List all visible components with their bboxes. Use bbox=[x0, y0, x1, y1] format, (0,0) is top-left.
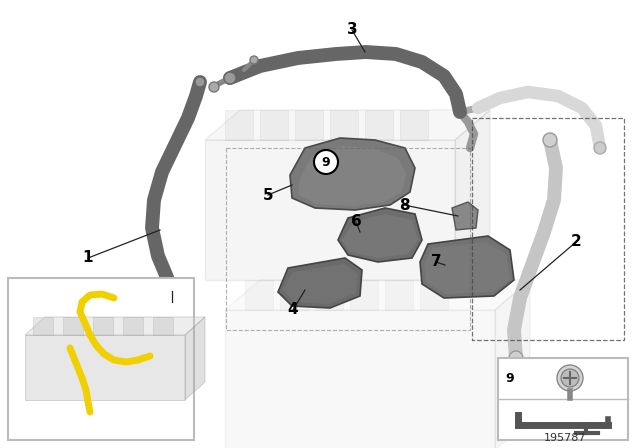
Text: 9: 9 bbox=[506, 372, 515, 385]
Circle shape bbox=[509, 351, 523, 365]
Polygon shape bbox=[25, 317, 205, 335]
Polygon shape bbox=[385, 280, 413, 310]
Polygon shape bbox=[225, 310, 495, 448]
Text: 1: 1 bbox=[83, 250, 93, 266]
Polygon shape bbox=[153, 317, 173, 335]
Text: 8: 8 bbox=[399, 198, 410, 212]
Polygon shape bbox=[123, 317, 143, 335]
Polygon shape bbox=[338, 208, 422, 262]
Polygon shape bbox=[205, 110, 490, 140]
Text: 4: 4 bbox=[288, 302, 298, 318]
Polygon shape bbox=[342, 214, 418, 258]
Text: 5: 5 bbox=[262, 188, 273, 202]
Polygon shape bbox=[260, 110, 288, 140]
Polygon shape bbox=[315, 280, 343, 310]
Polygon shape bbox=[420, 236, 514, 298]
Text: 3: 3 bbox=[347, 22, 357, 38]
Circle shape bbox=[314, 150, 338, 174]
Text: 7: 7 bbox=[431, 254, 442, 270]
Polygon shape bbox=[280, 280, 308, 310]
Circle shape bbox=[561, 369, 579, 387]
Polygon shape bbox=[452, 202, 478, 230]
Polygon shape bbox=[495, 280, 530, 448]
Polygon shape bbox=[278, 258, 362, 308]
Circle shape bbox=[166, 285, 178, 297]
Polygon shape bbox=[298, 146, 406, 206]
Polygon shape bbox=[185, 317, 205, 400]
Polygon shape bbox=[424, 242, 510, 294]
Polygon shape bbox=[63, 317, 83, 335]
Polygon shape bbox=[365, 110, 393, 140]
Polygon shape bbox=[330, 110, 358, 140]
Polygon shape bbox=[25, 335, 185, 400]
Circle shape bbox=[209, 82, 219, 92]
Text: 6: 6 bbox=[351, 215, 362, 229]
Polygon shape bbox=[93, 317, 113, 335]
Polygon shape bbox=[225, 110, 253, 140]
Circle shape bbox=[543, 133, 557, 147]
Text: 2: 2 bbox=[571, 234, 581, 250]
Circle shape bbox=[195, 77, 205, 87]
Polygon shape bbox=[290, 138, 415, 210]
Polygon shape bbox=[33, 317, 53, 335]
Circle shape bbox=[557, 365, 583, 391]
Polygon shape bbox=[225, 280, 530, 310]
Polygon shape bbox=[245, 280, 273, 310]
Polygon shape bbox=[420, 280, 448, 310]
Text: 195787: 195787 bbox=[544, 433, 586, 443]
Circle shape bbox=[594, 142, 606, 154]
Polygon shape bbox=[205, 140, 455, 280]
Polygon shape bbox=[282, 264, 358, 304]
Polygon shape bbox=[400, 110, 428, 140]
Circle shape bbox=[224, 72, 236, 84]
Bar bbox=[498, 358, 628, 440]
Bar bbox=[8, 278, 194, 440]
Polygon shape bbox=[455, 110, 490, 280]
Text: 9: 9 bbox=[322, 155, 330, 168]
Polygon shape bbox=[295, 110, 323, 140]
Polygon shape bbox=[350, 280, 378, 310]
Circle shape bbox=[250, 56, 258, 64]
